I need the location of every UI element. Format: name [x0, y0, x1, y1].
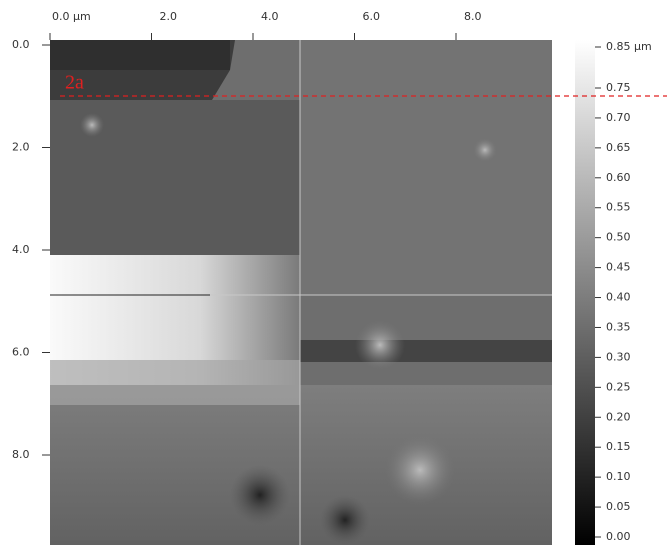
left-tick-label: 2.0	[12, 141, 30, 154]
left-tick-label: 4.0	[12, 243, 30, 256]
afm-figure: 2a 0.0 µm 2.0 4.0 6.0 8.0 0.0 2.0 4.0 6.0 8.0 0.85…	[0, 0, 667, 549]
colorbar-label: 0.25	[606, 380, 631, 393]
colorbar-label: 0.35	[606, 320, 631, 333]
top-tick-label: 2.0	[160, 10, 178, 23]
top-tick-label: 0.0 µm	[52, 10, 91, 23]
colorbar-label: 0.85 µm	[606, 40, 652, 53]
annotation: 2a	[65, 72, 84, 94]
left-tick-label: 6.0	[12, 346, 30, 359]
colorbar-label: 0.15	[606, 440, 631, 453]
top-tick-label: 8.0	[464, 10, 482, 23]
colorbar-label: 0.05	[606, 500, 631, 513]
colorbar-label: 0.10	[606, 470, 631, 483]
colorbar-label: 0.30	[606, 350, 631, 363]
left-tick-label: 8.0	[12, 448, 30, 461]
colorbar-label: 0.45	[606, 261, 631, 274]
colorbar-label: 0.75	[606, 81, 631, 94]
colorbar-label: 0.65	[606, 141, 631, 154]
colorbar-label: 0.50	[606, 231, 631, 244]
colorbar-label: 0.60	[606, 171, 631, 184]
colorbar-label: 0.55	[606, 201, 631, 214]
top-tick-label: 6.0	[363, 10, 381, 23]
colorbar-label: 0.00	[606, 530, 631, 543]
left-tick-label: 0.0	[12, 38, 30, 51]
colorbar-label: 0.20	[606, 410, 631, 423]
colorbar	[575, 40, 595, 545]
afm-image	[50, 40, 552, 545]
colorbar-label: 0.70	[606, 111, 631, 124]
top-tick-label: 4.0	[261, 10, 279, 23]
colorbar-label: 0.40	[606, 291, 631, 304]
